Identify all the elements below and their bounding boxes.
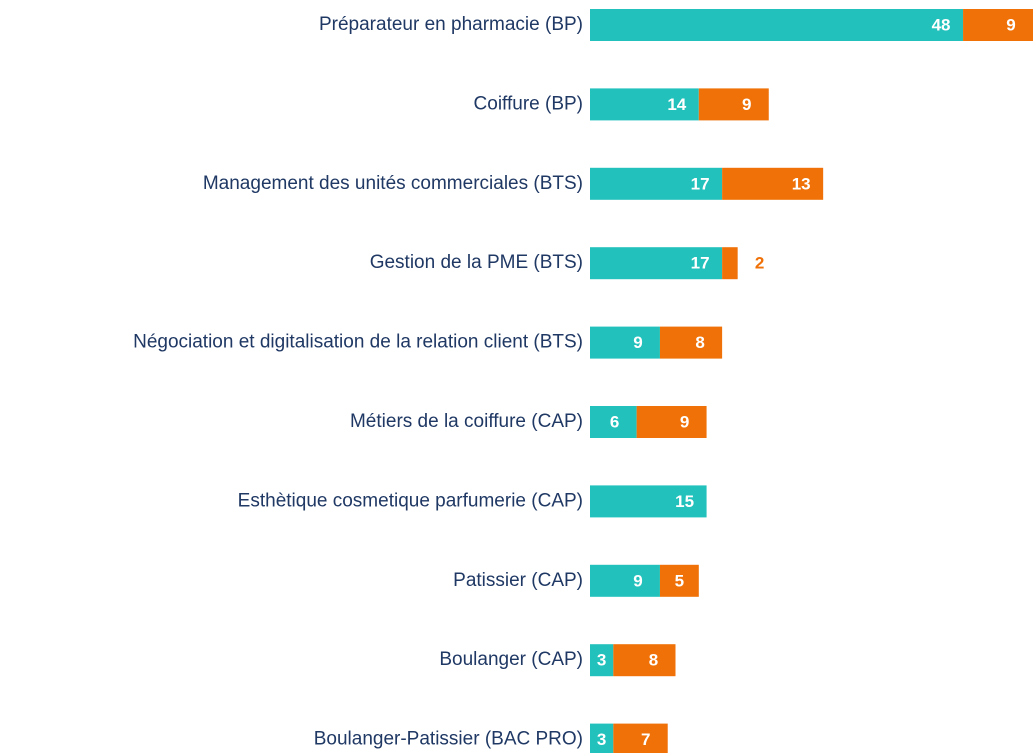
data-label: 3 [597,651,606,670]
category-label: Patissier (CAP) [453,570,583,591]
bar-segment [659,564,699,597]
bar-segment [963,9,1033,41]
data-label: 14 [667,95,686,114]
data-label: 17 [691,174,710,193]
bar-segment [636,406,707,438]
data-label: 9 [680,412,689,431]
category-label: Négociation et digitalisation de la rela… [133,332,583,353]
data-label: 3 [597,730,606,749]
data-label: 13 [792,174,811,193]
data-label: 17 [691,254,710,273]
bar-segment [698,88,769,121]
bar-segment [590,167,723,200]
category-label: Boulanger (CAP) [439,649,583,670]
bar-segment [659,326,723,359]
category-label: Gestion de la PME (BTS) [370,252,583,273]
category-label: Esthètique cosmetique parfumerie (CAP) [238,490,583,511]
bar-segment [722,247,738,280]
category-label: Boulanger-Patissier (BAC PRO) [314,729,583,750]
bar-segment [613,723,668,753]
data-label: 9 [633,333,642,352]
data-label: 7 [641,730,650,749]
bar-segment [590,406,637,438]
data-label: 5 [675,571,684,590]
bar-segment [590,247,723,280]
category-label: Management des unités commerciales (BTS) [203,173,583,194]
bar-segment [590,723,614,753]
data-label: 8 [649,651,658,670]
data-label: 9 [742,95,751,114]
category-label: Métiers de la coiffure (CAP) [350,411,583,432]
bar-segment [590,9,964,41]
data-label: 48 [932,15,951,34]
data-label: 9 [633,571,642,590]
data-label: 2 [755,254,764,273]
data-label: 8 [695,333,704,352]
category-label: Préparateur en pharmacie (BP) [319,14,583,35]
bar-segment [613,644,676,677]
bar-segment [590,88,699,121]
bar-segment [590,326,660,359]
data-label: 6 [610,412,619,431]
bar-segment [722,167,824,200]
category-label: Coiffure (BP) [474,93,583,114]
bar-segment [590,564,660,597]
data-label: 15 [675,492,694,511]
bar-segment [590,644,614,677]
data-label: 9 [1006,15,1015,34]
bar-segment [590,485,707,518]
